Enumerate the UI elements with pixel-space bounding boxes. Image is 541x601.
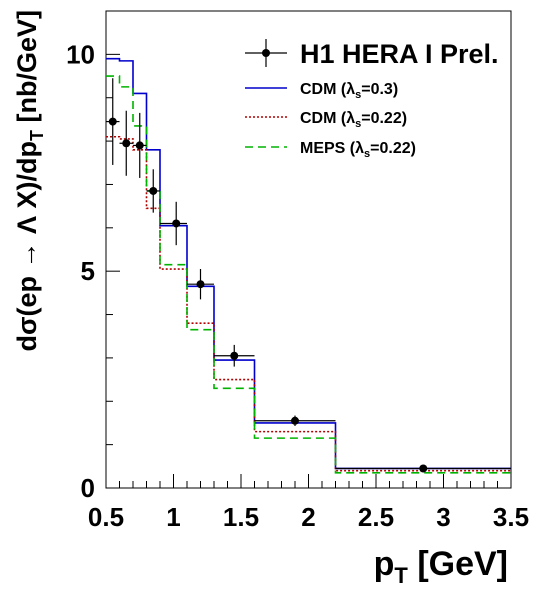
y-tick-label: 5 [81,256,95,286]
x-tick-label: 1 [166,502,180,532]
axis-ticks [105,10,512,489]
data-point-5 [160,201,187,246]
data-marker [172,219,181,228]
y-tick-labels: 0 5 10 [66,39,95,503]
data-marker [108,117,117,126]
legend-entry-1: H1 HERA I Prel. [245,39,499,69]
data-points [106,78,511,473]
y-axis-title-unit: [nb/GeV] [12,10,42,130]
legend-label: MEPS (λs=0.22) [300,140,416,160]
x-tick-label: 3 [436,502,450,532]
histogram-line [106,75,511,474]
x-axis-title-main: p [374,545,395,583]
x-tick-label: 2 [301,502,315,532]
y-tick-label: 10 [66,39,95,69]
legend-label: CDM (λs=0.3) [300,81,398,101]
legend-label: H1 HERA I Prel. [300,39,499,69]
data-marker [419,464,428,473]
data-point-7 [214,344,255,367]
data-marker [135,141,144,150]
data-point-8 [254,415,336,426]
y-axis-title-main: dσ(ep → Λ X)/dp [12,141,42,351]
x-axis-title-sub: T [394,563,408,588]
data-point-9 [335,464,511,473]
x-tick-label: 0.5 [88,502,124,532]
data-marker [122,139,131,148]
legend-entry-4: MEPS (λs=0.22) [245,140,416,160]
data-point-3 [133,112,147,178]
data-point-6 [187,269,214,300]
x-axis-title-unit: [GeV] [408,545,508,583]
y-tick-label: 0 [81,473,95,503]
data-marker [196,280,205,289]
histogram-series-3 [106,75,511,474]
data-point-4 [146,169,160,213]
x-tick-label: 1.5 [223,502,259,532]
legend-entry-2: CDM (λs=0.3) [245,81,398,101]
x-axis-title: pT [GeV] [374,545,508,588]
y-axis-title-sub: T [27,130,47,141]
data-point-1 [106,78,120,165]
legend-entry-3: CDM (λs=0.22) [245,110,407,130]
x-tick-label: 2.5 [358,502,394,532]
histogram-series-2 [106,135,511,472]
histogram-line [106,135,511,472]
x-tick-labels: 0.5 1 1.5 2 2.5 3 3.5 [88,502,529,532]
data-marker [291,416,299,425]
data-marker [149,186,158,195]
data-marker [230,351,239,360]
y-axis-title: dσ(ep → Λ X)/dpT [nb/GeV] [12,10,47,351]
legend-label: CDM (λs=0.22) [300,110,407,130]
data-point-2 [119,110,133,176]
legend: H1 HERA I Prel. CDM (λs=0.3) CDM (λs=0.22)… [245,39,499,160]
x-tick-label: 3.5 [493,502,529,532]
legend-swatch [262,49,270,57]
